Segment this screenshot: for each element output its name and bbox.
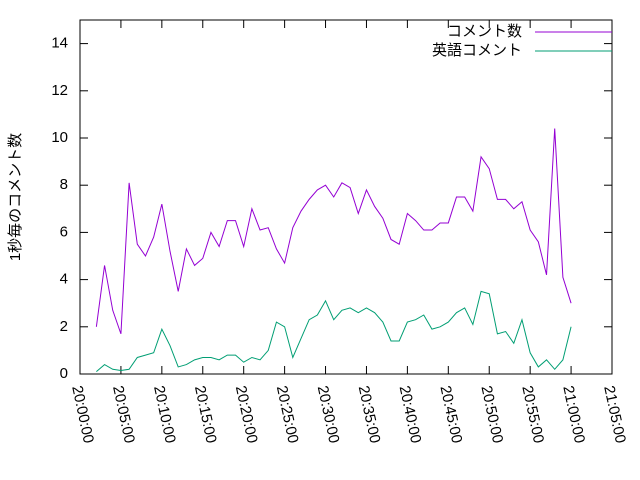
y-tick-label: 4 [60,271,68,288]
x-tick-label: 20:00:00 [68,384,97,445]
x-tick-label: 20:50:00 [477,384,506,445]
data-line [95,128,572,335]
y-tick-label: 0 [60,365,68,382]
y-tick-label: 10 [51,129,68,146]
x-tick-label: 20:30:00 [314,384,343,445]
y-tick-label: 2 [60,318,68,335]
plot-border [79,19,613,375]
x-tick-label: 20:55:00 [518,384,547,445]
x-tick-label: 20:40:00 [396,384,425,445]
x-tick-label: 20:10:00 [150,384,179,445]
y-tick-label: 8 [60,176,68,193]
y-tick-label: 6 [60,223,68,240]
y-tick-label: 14 [51,35,68,52]
x-tick-label: 20:15:00 [191,384,220,445]
legend-label: 英語コメント [432,41,522,59]
x-tick-label: 20:45:00 [437,384,466,445]
y-tick-label: 12 [51,82,68,99]
x-tick-label: 21:05:00 [600,384,629,445]
y-axis-label: 1秒毎のコメント数 [7,133,24,261]
x-tick-label: 20:35:00 [355,384,384,445]
data-line [96,290,572,373]
legend-label: コメント数 [447,23,522,40]
x-tick-label: 20:25:00 [273,384,302,445]
x-tick-label: 21:00:00 [559,384,588,445]
x-tick-label: 20:05:00 [109,384,138,445]
x-tick-label: 20:20:00 [232,384,261,445]
